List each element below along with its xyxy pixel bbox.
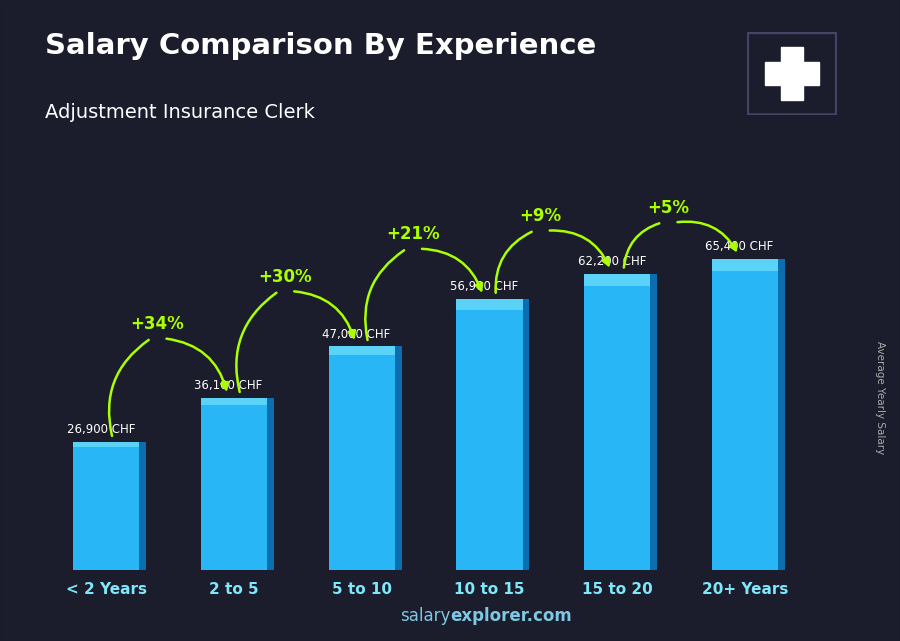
Bar [456,299,523,570]
Text: explorer.com: explorer.com [450,607,572,625]
Bar [456,299,523,310]
Bar [781,47,803,101]
Text: Salary Comparison By Experience: Salary Comparison By Experience [45,32,596,60]
Text: Average Yearly Salary: Average Yearly Salary [875,341,886,454]
Bar [201,399,267,405]
Text: +9%: +9% [519,207,562,225]
Bar [765,62,819,85]
Bar [328,347,395,355]
Bar [73,442,140,447]
Bar [584,274,651,286]
Bar [584,274,651,570]
Bar [712,259,778,570]
Bar [201,399,267,570]
Text: 36,100 CHF: 36,100 CHF [194,379,263,392]
Text: Adjustment Insurance Clerk: Adjustment Insurance Clerk [45,103,315,122]
Text: 65,400 CHF: 65,400 CHF [706,240,774,253]
Bar [395,347,401,570]
Bar [651,274,657,570]
Bar [523,299,529,570]
Text: 62,200 CHF: 62,200 CHF [578,255,646,268]
Text: salary: salary [400,607,450,625]
Text: 26,900 CHF: 26,900 CHF [67,423,135,437]
Bar [712,259,778,271]
Text: +5%: +5% [647,199,689,217]
Text: 47,000 CHF: 47,000 CHF [322,328,391,340]
Bar [267,399,274,570]
Bar [778,259,785,570]
Bar [73,442,140,570]
Text: +30%: +30% [258,267,312,285]
Text: +21%: +21% [386,225,440,243]
Bar [328,347,395,570]
Bar [140,442,146,570]
Text: 56,900 CHF: 56,900 CHF [450,280,518,294]
Text: +34%: +34% [130,315,184,333]
